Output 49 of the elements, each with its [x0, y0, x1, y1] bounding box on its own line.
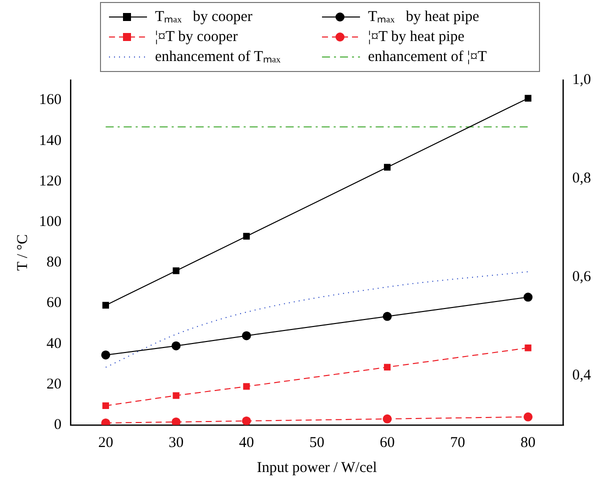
- y-tick-label: 120: [39, 173, 62, 190]
- y-tick-label: 60: [46, 295, 62, 312]
- point: [172, 417, 181, 425]
- point: [382, 414, 392, 424]
- y-tick-label: 160: [39, 92, 62, 108]
- x-tick-label: 80: [520, 434, 536, 451]
- point: [172, 341, 181, 350]
- legend-label: ¦¤T by heat pipe: [368, 28, 464, 47]
- y-tick-label: 20: [46, 376, 62, 392]
- line-series: [105, 271, 529, 368]
- legend-label: enhancement of ¦¤T: [368, 48, 487, 67]
- y2-tick-label: 0,8: [572, 170, 591, 187]
- y2-tick-label: 0,6: [572, 269, 592, 286]
- x-tick-label: 20: [98, 434, 114, 451]
- y-tick-label: 80: [46, 254, 62, 271]
- point: [384, 364, 391, 370]
- y2-tick-label: 1,0: [572, 72, 591, 88]
- point: [524, 344, 532, 352]
- point: [242, 331, 251, 340]
- legend-label: enhancement of Tₘₐₓ: [155, 48, 280, 67]
- legend-label: ¦¤T by cooper: [155, 28, 238, 47]
- y2-tick-label: 0,4: [572, 368, 592, 384]
- point: [524, 94, 532, 102]
- x-tick-label: 30: [168, 434, 184, 451]
- x-tick-label: 50: [309, 434, 324, 451]
- point: [243, 383, 250, 390]
- point: [172, 267, 180, 274]
- point: [101, 350, 110, 360]
- y-tick-label: 40: [46, 336, 62, 352]
- point: [524, 412, 533, 422]
- y-tick-label: 100: [39, 214, 62, 230]
- point: [524, 292, 533, 302]
- point: [172, 392, 180, 399]
- x-tick-label: 40: [238, 434, 254, 451]
- point: [242, 416, 251, 425]
- point: [102, 402, 110, 410]
- y-tick-label: 140: [39, 132, 62, 149]
- point: [102, 302, 110, 309]
- x-axis-title: Input power / W/cel: [256, 460, 377, 476]
- point: [101, 418, 110, 425]
- x-tick-label: 60: [380, 434, 395, 451]
- y-axis-title: T / °C: [14, 234, 31, 271]
- x-tick-label: 70: [450, 434, 466, 451]
- point: [384, 164, 391, 171]
- point: [382, 312, 392, 321]
- point: [243, 232, 250, 240]
- legend-label: Tₘₐₓ by heat pipe: [368, 8, 480, 27]
- y-tick-label: 0: [54, 416, 62, 433]
- legend-label: Tₘₐₓ by cooper: [155, 8, 252, 27]
